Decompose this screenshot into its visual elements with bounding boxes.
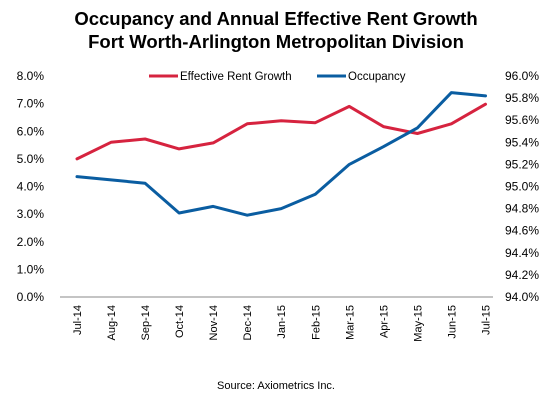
left-axis-tick-label: 8.0% (17, 69, 45, 83)
left-axis-tick-label: 7.0% (17, 97, 45, 111)
legend-label: Effective Rent Growth (180, 71, 292, 83)
right-axis-tick-label: 94.8% (505, 202, 539, 216)
right-axis-tick-label: 94.2% (505, 268, 539, 282)
x-axis-tick-label: Jun-15 (446, 305, 458, 339)
right-axis-tick-label: 95.2% (505, 157, 539, 171)
x-axis-tick-label: Jul-14 (72, 305, 84, 335)
chart-subtitle: Fort Worth-Arlington Metropolitan Divisi… (88, 31, 464, 52)
x-axis-tick-label: Nov-14 (208, 305, 220, 340)
x-axis-tick-label: Jul-15 (480, 305, 492, 335)
right-axis-tick-label: 96.0% (505, 69, 539, 83)
x-axis-tick-label: Apr-15 (378, 305, 390, 338)
x-axis-tick-label: Dec-14 (242, 305, 254, 340)
x-axis-tick-label: Oct-14 (174, 305, 186, 338)
left-axis-tick-label: 4.0% (17, 180, 45, 194)
series-line-1 (75, 102, 487, 161)
left-axis-tick-label: 0.0% (17, 290, 45, 304)
legend-label: Occupancy (348, 71, 406, 83)
left-axis-tick-label: 5.0% (17, 152, 45, 166)
right-axis-tick-label: 95.4% (505, 135, 539, 149)
left-axis-tick-label: 3.0% (17, 207, 45, 221)
right-axis-tick-label: 95.0% (505, 180, 539, 194)
right-axis-tick-label: 95.6% (505, 113, 539, 127)
right-axis-tick-label: 94.0% (505, 290, 539, 304)
x-axis-tick-label: Mar-15 (344, 305, 356, 340)
right-axis-tick-label: 95.8% (505, 91, 539, 105)
chart-source: Source: Axiometrics Inc. (217, 380, 335, 392)
x-axis-tick-label: Jan-15 (276, 305, 288, 339)
left-axis-tick-label: 6.0% (17, 124, 45, 138)
series-line-2 (75, 91, 487, 217)
right-axis-tick-label: 94.6% (505, 224, 539, 238)
x-axis-tick-label: Sep-14 (140, 305, 152, 340)
left-axis-tick-label: 2.0% (17, 235, 45, 249)
x-axis-tick-label: May-15 (412, 305, 424, 342)
x-axis-tick-label: Feb-15 (310, 305, 322, 340)
right-axis-tick-label: 94.4% (505, 246, 539, 260)
left-axis-tick-label: 1.0% (17, 262, 45, 276)
chart-title: Occupancy and Annual Effective Rent Grow… (74, 8, 478, 29)
x-axis-tick-label: Aug-14 (106, 305, 118, 340)
